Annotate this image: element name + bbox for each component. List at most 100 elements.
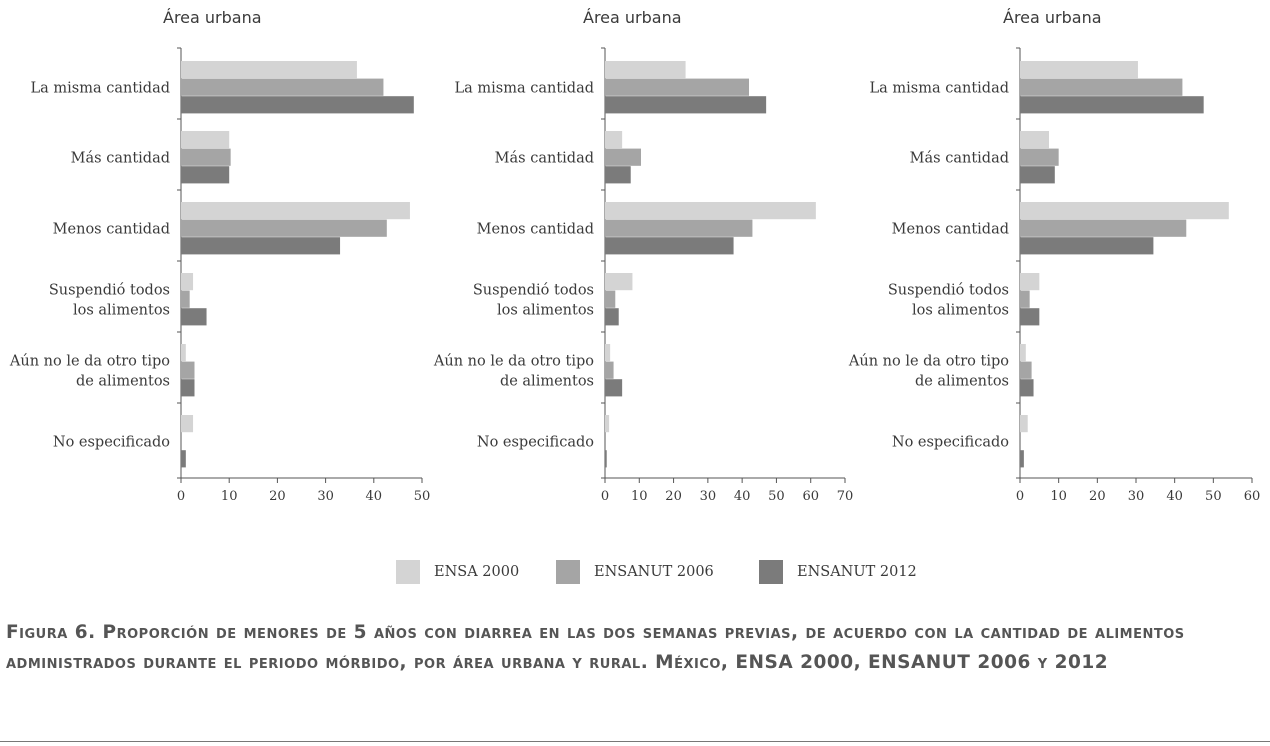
bar-ensanut-2012 xyxy=(605,237,734,255)
bar-ensanut-2006 xyxy=(605,78,749,96)
bar-ensanut-2006 xyxy=(605,219,753,237)
bar-ensanut-2012 xyxy=(181,166,230,184)
category-label: No especificado xyxy=(53,434,170,450)
category-label: de alimentos xyxy=(76,373,170,389)
x-tick-label: 0 xyxy=(601,489,609,504)
bar-ensa-2000 xyxy=(181,273,194,291)
category-label: de alimentos xyxy=(915,373,1009,389)
category-label: Aún no le da otro tipo xyxy=(433,353,594,369)
x-tick-label: 0 xyxy=(177,489,185,504)
bar-ensanut-2012 xyxy=(1020,166,1055,184)
bar-ensanut-2012 xyxy=(1020,308,1040,326)
bar-ensanut-2012 xyxy=(181,237,341,255)
bar-ensanut-2012 xyxy=(181,379,195,397)
bar-ensa-2000 xyxy=(1020,344,1026,362)
bar-ensanut-2006 xyxy=(605,361,614,379)
category-label: Aún no le da otro tipo xyxy=(848,353,1009,369)
bar-ensa-2000 xyxy=(1020,61,1138,79)
bar-ensanut-2012 xyxy=(181,450,186,468)
bar-ensanut-2012 xyxy=(181,96,414,114)
x-tick-label: 50 xyxy=(1205,489,1222,504)
x-tick-label: 10 xyxy=(1050,489,1067,504)
category-label: No especificado xyxy=(477,434,594,450)
panel-title: Área urbana xyxy=(163,8,262,27)
bar-ensa-2000 xyxy=(1020,415,1028,433)
category-label: Suspendió todos xyxy=(49,282,170,298)
x-tick-label: 10 xyxy=(221,489,238,504)
panel-2: Área urbana 0 10 20 30 40 50 60 70 La misma canti… xyxy=(433,8,853,504)
figure-caption: Figura 6. Proporción de menores de 5 año… xyxy=(6,622,1185,673)
bar-ensanut-2012 xyxy=(181,308,207,326)
bar-ensa-2000 xyxy=(605,344,611,362)
x-tick-label: 50 xyxy=(768,489,785,504)
panel-1: Área urbana 0 10 20 30 40 50 La misma cantidad M… xyxy=(9,8,430,504)
x-tick-label: 30 xyxy=(1128,489,1145,504)
bar-ensanut-2012 xyxy=(1020,96,1204,114)
bar-ensa-2000 xyxy=(605,273,633,291)
x-tick-label: 10 xyxy=(631,489,648,504)
x-tick-label: 0 xyxy=(1016,489,1024,504)
bar-ensanut-2006 xyxy=(1020,219,1187,237)
bar-ensanut-2006 xyxy=(1020,148,1059,166)
bar-ensa-2000 xyxy=(605,131,623,149)
bar-ensanut-2012 xyxy=(605,166,631,184)
bar-ensa-2000 xyxy=(1020,273,1040,291)
bar-ensanut-2006 xyxy=(1020,290,1030,308)
bar-ensanut-2006 xyxy=(605,290,616,308)
category-label: de alimentos xyxy=(500,373,594,389)
bar-ensanut-2012 xyxy=(1020,450,1024,468)
bar-ensanut-2012 xyxy=(605,308,619,326)
bottom-rule xyxy=(0,741,1270,742)
bar-ensanut-2012 xyxy=(605,96,767,114)
legend: ENSA 2000 ENSANUT 2006 ENSANUT 2012 xyxy=(0,560,1270,586)
category-label: Suspendió todos xyxy=(473,282,594,298)
legend-label-ensa-2000: ENSA 2000 xyxy=(434,564,520,580)
bar-ensa-2000 xyxy=(181,344,186,362)
category-label: La misma cantidad xyxy=(31,80,171,96)
x-tick-label: 20 xyxy=(269,489,286,504)
bar-ensanut-2006 xyxy=(181,148,231,166)
bar-ensa-2000 xyxy=(181,202,410,220)
category-label: La misma cantidad xyxy=(455,80,595,96)
panel-title: Área urbana xyxy=(583,8,682,27)
legend-label-ensanut-2006: ENSANUT 2006 xyxy=(594,564,714,580)
bar-ensa-2000 xyxy=(181,131,230,149)
x-tick-label: 40 xyxy=(734,489,751,504)
x-tick-label: 20 xyxy=(1089,489,1106,504)
category-label: Más cantidad xyxy=(910,150,1009,166)
bar-ensa-2000 xyxy=(181,415,194,433)
category-label: No especificado xyxy=(892,434,1009,450)
category-label: La misma cantidad xyxy=(870,80,1010,96)
legend-swatch-ensa-2000 xyxy=(396,560,420,584)
panel-3: Área urbana 0 10 20 30 40 50 60 La misma cantida… xyxy=(848,8,1260,504)
x-tick-label: 50 xyxy=(414,489,431,504)
bar-ensanut-2006 xyxy=(181,361,195,379)
category-label: los alimentos xyxy=(497,302,594,318)
legend-item-ensa-2000: ENSA 2000 xyxy=(396,560,519,584)
category-label: Más cantidad xyxy=(495,150,594,166)
x-tick-label: 30 xyxy=(700,489,717,504)
bar-ensa-2000 xyxy=(605,202,816,220)
bar-ensanut-2006 xyxy=(181,219,387,237)
bar-ensanut-2012 xyxy=(1020,237,1154,255)
category-label: los alimentos xyxy=(73,302,170,318)
bar-ensanut-2012 xyxy=(605,450,607,468)
bar-ensanut-2012 xyxy=(1020,379,1034,397)
category-label: Suspendió todos xyxy=(888,282,1009,298)
category-label: Menos cantidad xyxy=(892,221,1009,237)
category-label: Más cantidad xyxy=(71,150,170,166)
bar-ensa-2000 xyxy=(1020,202,1229,220)
bar-ensanut-2006 xyxy=(1020,78,1183,96)
bar-ensa-2000 xyxy=(1020,131,1049,149)
x-tick-label: 60 xyxy=(802,489,819,504)
legend-swatch-ensanut-2006 xyxy=(556,560,580,584)
x-tick-label: 40 xyxy=(366,489,383,504)
category-label: los alimentos xyxy=(912,302,1009,318)
x-tick-label: 30 xyxy=(317,489,334,504)
category-label: Aún no le da otro tipo xyxy=(9,353,170,369)
legend-item-ensanut-2006: ENSANUT 2006 xyxy=(556,560,714,584)
category-label: Menos cantidad xyxy=(477,221,594,237)
panel-title: Área urbana xyxy=(1003,8,1102,27)
legend-label-ensanut-2012: ENSANUT 2012 xyxy=(797,564,917,580)
x-tick-label: 60 xyxy=(1244,489,1261,504)
